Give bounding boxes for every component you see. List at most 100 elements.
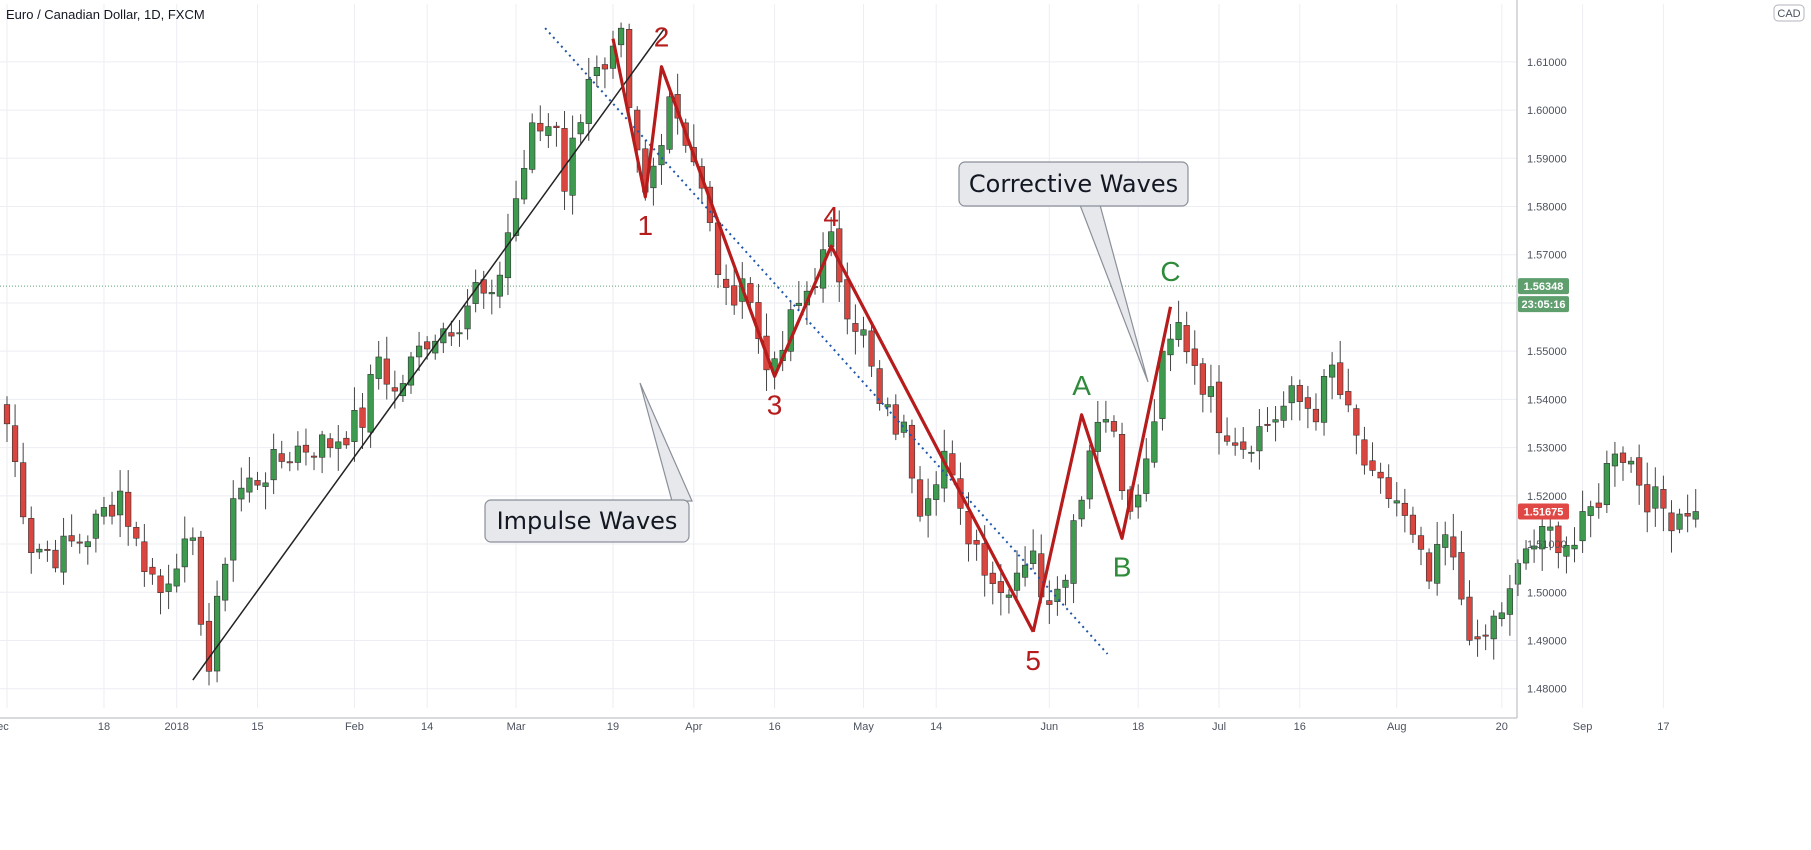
candle-up [1563, 544, 1570, 557]
candle-up [1498, 612, 1505, 620]
candle-up [165, 583, 172, 592]
candle-down [1377, 471, 1384, 479]
candle-down [553, 125, 560, 128]
candle-up [92, 513, 99, 539]
wave-labels: 1 2 3 4 5 A B C [638, 22, 1181, 676]
axes: 1.610001.600001.590001.580001.570001.560… [0, 0, 1805, 733]
candle-up [1514, 563, 1522, 585]
corrective-wave-label: C [1160, 256, 1180, 287]
candle-down [343, 437, 350, 446]
candle-down [1312, 408, 1320, 423]
candle-down [1232, 442, 1239, 446]
candle-up [795, 302, 802, 306]
candle-up [1692, 511, 1699, 520]
candle-up [1070, 520, 1077, 584]
candle-down [359, 407, 366, 428]
impulse-wave-label: 3 [767, 389, 783, 420]
candle-up [1030, 550, 1037, 564]
x-tick-label: 15 [251, 721, 263, 733]
candle-down [916, 479, 924, 517]
x-tick-label: 14 [930, 721, 942, 733]
candle-up [860, 329, 867, 336]
candle-down [626, 29, 633, 108]
candle-up [262, 482, 269, 487]
x-tick-label: Dec [0, 721, 9, 733]
candle-down [1474, 636, 1481, 640]
candle-up [36, 548, 43, 553]
svg-text:CAD: CAD [1777, 8, 1800, 20]
candle-down [1458, 552, 1465, 600]
x-tick-label: 18 [1132, 721, 1144, 733]
candle-up [84, 541, 91, 548]
candle-up [335, 441, 342, 449]
candle-down [1353, 408, 1360, 436]
candle-down [141, 541, 148, 572]
candle-down [383, 358, 390, 385]
y-tick-label: 1.51000 [1527, 539, 1567, 551]
candle-up [1603, 463, 1610, 506]
candle-down [254, 480, 261, 486]
svg-text:1.51675: 1.51675 [1524, 507, 1564, 519]
x-tick-label: Aug [1387, 721, 1407, 733]
candle-up [100, 507, 108, 517]
candle-up [1288, 385, 1295, 404]
x-tick-label: 14 [421, 721, 433, 733]
candle-up [1506, 588, 1513, 615]
candle-down [1369, 460, 1376, 471]
impulse-wave-label: 1 [638, 210, 654, 241]
y-tick-label: 1.49000 [1527, 635, 1567, 647]
x-tick-label: 16 [1294, 721, 1306, 733]
candle-up [1320, 375, 1328, 423]
candle-down [480, 279, 487, 294]
candle-down [723, 278, 730, 288]
candle-down [973, 540, 980, 545]
candle-down [197, 536, 205, 625]
candle-up [432, 340, 439, 354]
candle-down [1482, 634, 1489, 637]
candle-down [1619, 452, 1627, 463]
candle-up [900, 421, 907, 433]
candle-up [593, 67, 600, 77]
x-tick-label: 17 [1657, 721, 1669, 733]
candle-up [1256, 426, 1263, 452]
candle-down [1385, 477, 1392, 499]
candle-up [1434, 544, 1441, 584]
impulse-callout-text: Impulse Waves [497, 507, 678, 535]
candle-up [933, 484, 940, 500]
y-tick-label: 1.50000 [1527, 587, 1567, 599]
y-tick-label: 1.58000 [1527, 202, 1567, 214]
candle-down [997, 581, 1004, 593]
x-tick-label: Feb [345, 721, 364, 733]
candle-up [173, 568, 180, 587]
corrective-callout-text: Corrective Waves [969, 170, 1178, 198]
y-tick-label: 1.55000 [1527, 346, 1567, 358]
candle-down [157, 575, 164, 594]
candle-down [981, 543, 988, 576]
dotted-channel-line [544, 27, 1109, 655]
candle-down [1215, 381, 1223, 434]
candle-down [327, 438, 334, 449]
candle-up [230, 498, 237, 561]
candle-up [666, 96, 673, 150]
candle-down [1264, 423, 1271, 426]
candle-up [512, 198, 520, 236]
candle-down [1345, 391, 1352, 406]
candle-down [1240, 441, 1247, 450]
candle-up [617, 27, 625, 46]
candle-up [1627, 460, 1635, 465]
candle-up [1094, 421, 1101, 452]
svg-text:1.56348: 1.56348 [1524, 281, 1564, 293]
candle-down [1466, 596, 1473, 641]
candle-down [601, 64, 609, 70]
candle-down [44, 549, 51, 551]
candle-up [407, 356, 415, 386]
x-tick-label: 18 [98, 721, 110, 733]
candle-down [1644, 484, 1651, 513]
currency-badge[interactable]: CAD [1773, 4, 1805, 22]
candle-up [1490, 615, 1497, 640]
candle-down [561, 128, 568, 192]
x-tick-label: Jun [1040, 721, 1058, 733]
impulse-wave-label: 5 [1025, 645, 1041, 676]
